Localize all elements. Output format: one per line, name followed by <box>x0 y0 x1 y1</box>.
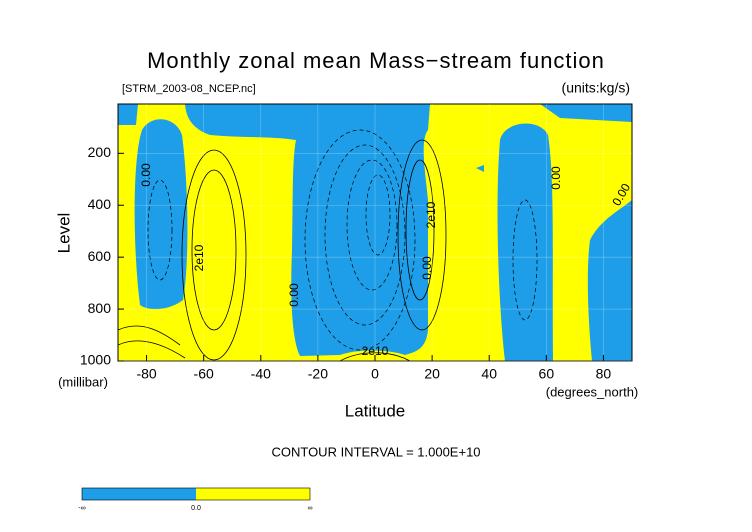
y-tick-label: 800 <box>88 300 112 316</box>
contour-lines <box>117 129 538 362</box>
contour-line <box>304 129 416 351</box>
colorbar-swatch <box>82 488 196 500</box>
region <box>497 123 553 361</box>
x-axis-unit: (degrees_north) <box>546 384 639 399</box>
y-axis-label: Level <box>54 213 73 254</box>
colorbar-swatch <box>196 488 310 500</box>
y-tick-label: 1000 <box>80 352 111 368</box>
x-tick-label: 60 <box>539 366 555 382</box>
contour-line <box>324 144 406 326</box>
region <box>587 200 632 361</box>
colorbar-label: -∞ <box>78 505 85 512</box>
contour-label: 0.00 <box>287 283 301 307</box>
x-axis-label: Latitude <box>345 401 406 420</box>
x-tick-label: -20 <box>308 366 328 382</box>
contour-line <box>147 179 173 281</box>
x-tick-label: 20 <box>424 366 440 382</box>
contour-label: 2e10 <box>362 344 389 358</box>
region <box>476 165 484 172</box>
contour-line <box>339 352 411 362</box>
contour-line <box>405 159 435 301</box>
subtitle-left: [STRM_2003-08_NCEP.nc] <box>122 83 256 95</box>
colorbar-frame <box>81 487 311 501</box>
x-tick-label: -40 <box>251 366 271 382</box>
region <box>118 104 138 125</box>
contour-label: 0.00 <box>139 163 153 187</box>
region <box>540 104 632 122</box>
contour-line <box>181 149 247 361</box>
x-tick-label: 40 <box>481 366 497 382</box>
contour-label: 0.00 <box>420 256 434 280</box>
contour-line <box>117 325 186 359</box>
subtitle-right: (units:kg/s) <box>562 80 630 96</box>
y-tick-label: 200 <box>88 144 112 160</box>
region <box>185 104 430 356</box>
contour-line <box>191 169 237 331</box>
region <box>134 119 188 310</box>
contour-line <box>346 159 398 291</box>
contour-label: 0.00 <box>549 166 563 190</box>
negative-regions <box>118 104 632 361</box>
contour-label: 2e10 <box>424 201 438 228</box>
contour-line <box>512 199 538 321</box>
y-tick-label: 600 <box>88 248 112 264</box>
y-tick-label: 400 <box>88 196 112 212</box>
footer: CONTOUR INTERVAL = 1.000E+10 <box>271 444 480 459</box>
x-tick-label: -80 <box>136 366 156 382</box>
plot-area <box>117 103 633 362</box>
colorbar-label: ∞ <box>308 505 313 512</box>
chart-title: Monthly zonal mean Mass−stream function <box>147 48 605 73</box>
colorbar-label: 0.0 <box>191 505 201 512</box>
contour-line <box>397 139 447 331</box>
x-tick-label: -60 <box>194 366 214 382</box>
x-tick-label: 0 <box>371 366 379 382</box>
x-tick-label: 80 <box>596 366 612 382</box>
contour-line <box>365 174 391 256</box>
contour-label: 2e10 <box>192 244 206 271</box>
y-axis-unit: (millibar) <box>58 374 108 389</box>
